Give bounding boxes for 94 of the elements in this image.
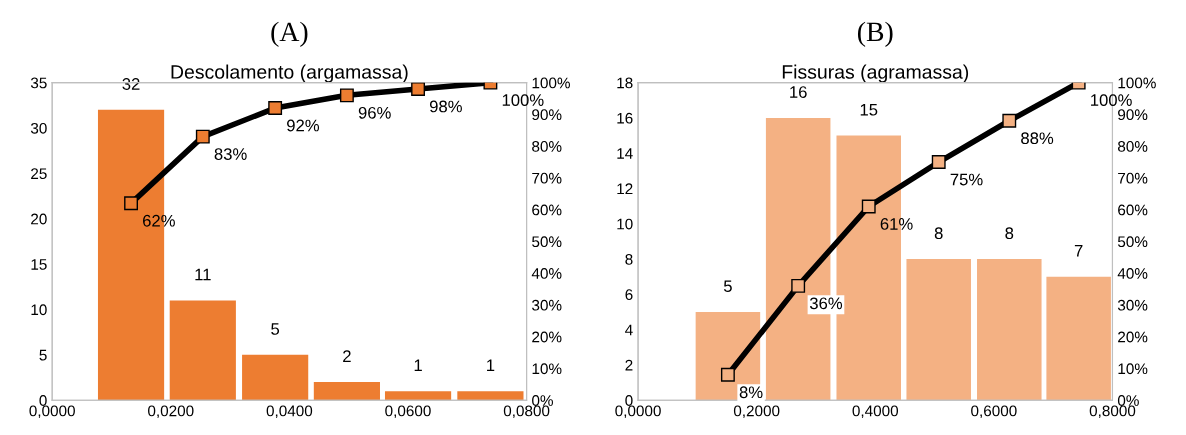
y-tick-label: 35 bbox=[30, 77, 47, 89]
point bbox=[268, 101, 283, 115]
data-label: 100% bbox=[502, 94, 544, 106]
point bbox=[720, 367, 735, 382]
data-label: 61% bbox=[880, 218, 913, 230]
y2-tick-label: 50% bbox=[532, 236, 562, 248]
data-label: 75% bbox=[950, 173, 983, 186]
y-tick-label: 0 bbox=[625, 395, 633, 406]
x-tick-label: 0,0400 bbox=[266, 405, 313, 419]
y2-tick-label: 90% bbox=[532, 109, 562, 121]
data-label: 5 bbox=[723, 280, 732, 293]
y2-tick-label: 90% bbox=[1118, 109, 1148, 121]
data-label: 92% bbox=[287, 119, 320, 132]
chart-title: (A) bbox=[271, 21, 308, 47]
y2-tick-label: 100% bbox=[532, 77, 570, 89]
y2-tick-label: 20% bbox=[532, 331, 562, 343]
y-tick-label: 10 bbox=[617, 218, 633, 230]
bar bbox=[457, 391, 524, 401]
x-tick-label: 0,0200 bbox=[148, 405, 194, 419]
point bbox=[339, 88, 354, 103]
y2-tick-label: 60% bbox=[1118, 204, 1148, 216]
bar bbox=[313, 382, 380, 401]
chart-title: (B) bbox=[857, 21, 893, 47]
y2-tick-label: 40% bbox=[531, 268, 562, 279]
y-tick-label: 6 bbox=[625, 289, 633, 301]
y2-tick-label: 100% bbox=[1118, 77, 1156, 89]
y-tick-label: 20 bbox=[31, 213, 47, 225]
x-tick-label: 0,6000 bbox=[971, 405, 1017, 419]
data-label: 5 bbox=[271, 323, 280, 335]
y2-tick-label: 30% bbox=[1117, 299, 1148, 311]
x-tick-label: 0,8000 bbox=[1089, 405, 1136, 419]
y2-tick-label: 50% bbox=[1117, 236, 1148, 248]
bar bbox=[906, 259, 971, 401]
y-tick-label: 30 bbox=[30, 122, 47, 134]
y-tick-label: 25 bbox=[31, 168, 47, 180]
data-label: 96% bbox=[358, 106, 391, 119]
y2-tick-label: 70% bbox=[1118, 172, 1148, 184]
bar bbox=[1046, 276, 1111, 401]
y2-tick-label: 30% bbox=[532, 299, 562, 311]
y-tick-label: 4 bbox=[625, 324, 633, 336]
y2-tick-label: 60% bbox=[532, 204, 562, 216]
y2-tick-label: 70% bbox=[532, 172, 562, 184]
y2-tick-label: 0% bbox=[1117, 395, 1139, 406]
y2-tick-label: 10% bbox=[1118, 363, 1148, 375]
point bbox=[791, 278, 806, 293]
point bbox=[195, 129, 210, 144]
y-tick-label: 15 bbox=[31, 259, 47, 270]
data-label: 1 bbox=[487, 359, 495, 371]
data-label: 16 bbox=[790, 86, 807, 98]
y-tick-label: 12 bbox=[617, 183, 633, 195]
y-tick-label: 14 bbox=[617, 148, 633, 159]
data-label: 8 bbox=[1005, 227, 1014, 240]
chart-subtitle: Fissuras (agramassa) bbox=[782, 64, 969, 83]
data-label: 8% bbox=[739, 386, 763, 399]
data-label: 7 bbox=[1074, 245, 1083, 257]
y-tick-label: 5 bbox=[39, 349, 47, 361]
chart-subtitle: Descolamento (argamassa) bbox=[171, 64, 408, 83]
x-tick-label: 0,0600 bbox=[385, 405, 431, 419]
point bbox=[124, 196, 138, 211]
y2-tick-label: 10% bbox=[532, 363, 562, 375]
point bbox=[931, 155, 946, 169]
y2-tick-label: 80% bbox=[1117, 141, 1148, 152]
data-label: 11 bbox=[195, 268, 211, 281]
x-tick-label: 0,2000 bbox=[733, 405, 780, 419]
x-tick-label: 0,0800 bbox=[503, 405, 550, 419]
bar bbox=[242, 354, 309, 401]
x-tick-label: 0,0000 bbox=[29, 405, 75, 419]
point bbox=[861, 199, 876, 214]
point bbox=[411, 82, 426, 96]
point bbox=[1002, 113, 1017, 128]
y-tick-label: 18 bbox=[617, 77, 633, 89]
data-label: 8 bbox=[934, 227, 943, 240]
y-tick-label: 16 bbox=[617, 112, 633, 124]
data-label: 2 bbox=[343, 350, 351, 362]
y2-tick-label: 80% bbox=[532, 141, 562, 152]
data-label: 83% bbox=[214, 148, 247, 160]
data-label: 1 bbox=[414, 359, 422, 371]
x-tick-label: 0,0000 bbox=[615, 405, 661, 419]
bar bbox=[977, 259, 1042, 401]
y-tick-label: 8 bbox=[625, 253, 633, 265]
data-label: 36% bbox=[809, 297, 843, 310]
bar bbox=[384, 391, 452, 401]
data-label: 98% bbox=[429, 100, 462, 113]
data-label: 15 bbox=[860, 103, 878, 116]
x-tick-label: 0,4000 bbox=[852, 405, 899, 419]
y-tick-label: 10 bbox=[31, 304, 47, 316]
y-tick-label: 2 bbox=[625, 359, 633, 371]
y-tick-label: 0 bbox=[39, 395, 47, 406]
data-label: 100% bbox=[1091, 94, 1132, 106]
bar bbox=[169, 300, 236, 401]
y2-tick-label: 0% bbox=[532, 395, 553, 406]
data-label: 88% bbox=[1021, 132, 1054, 145]
y2-tick-label: 20% bbox=[1118, 331, 1148, 343]
y2-tick-label: 40% bbox=[1117, 268, 1148, 279]
